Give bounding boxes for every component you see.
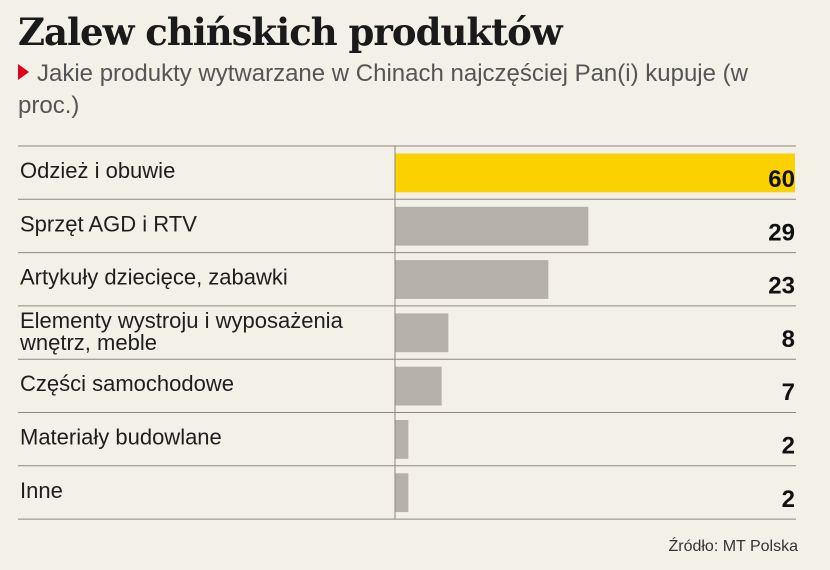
value-label-2: 23 [768, 273, 795, 300]
source-note: Źródło: MT Polska [668, 538, 798, 555]
subtitle-text: Jakie produkty wytwarzane w Chinach najc… [18, 60, 748, 119]
category-label-0: Odzież i obuwie [20, 158, 175, 183]
bar-0 [395, 153, 795, 193]
value-label-5: 2 [782, 433, 795, 460]
chart-subtitle: Jakie produkty wytwarzane w Chinach najc… [18, 58, 778, 122]
bar-2 [395, 260, 549, 299]
bar-4 [395, 366, 442, 406]
value-label-1: 29 [768, 219, 795, 246]
value-label-4: 7 [782, 379, 795, 406]
bar-1 [395, 206, 589, 246]
chart-title: Zalew chińskich produktów [18, 10, 563, 54]
value-label-6: 2 [782, 486, 795, 513]
category-label-1: Sprzęt AGD i RTV [20, 211, 197, 236]
category-label-3: Elementy wystroju i wyposażenia wnętrz, m… [19, 308, 344, 355]
category-label-4: Części samochodowe [20, 371, 234, 396]
bar-5 [395, 420, 409, 459]
bar-6 [395, 473, 409, 513]
bar-3 [395, 313, 449, 353]
category-label-2: Artykuły dziecięce, zabawki [20, 265, 288, 290]
category-label-6: Inne [20, 478, 63, 503]
red-triangle-icon [18, 64, 29, 80]
value-label-0: 60 [768, 166, 795, 193]
category-label-5: Materiały budowlane [20, 425, 222, 450]
value-label-3: 8 [782, 326, 795, 353]
